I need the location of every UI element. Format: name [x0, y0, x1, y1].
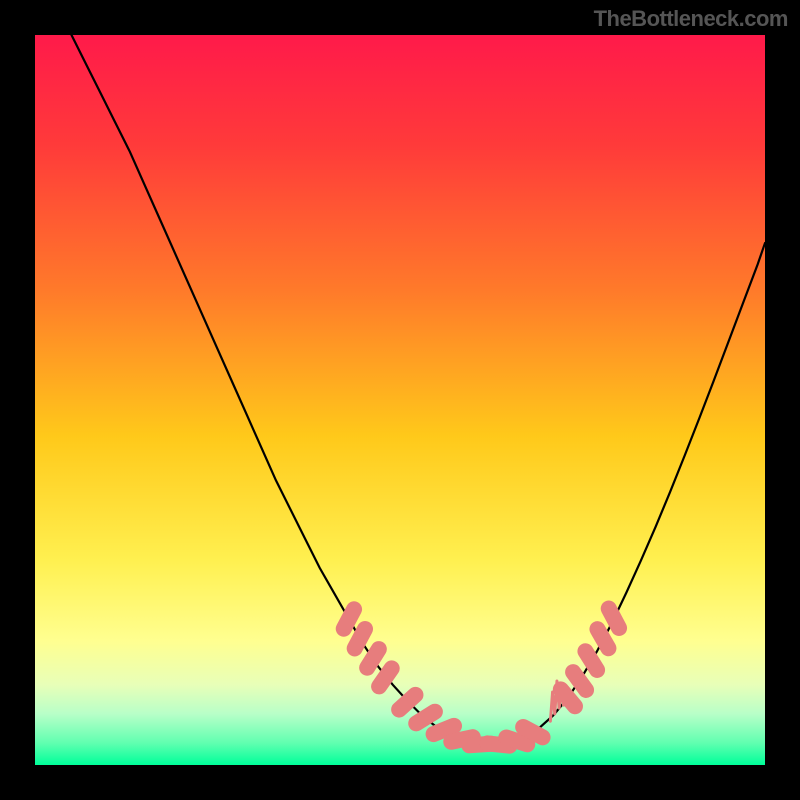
- marker-capsule: [379, 668, 392, 686]
- marker-capsule: [561, 689, 575, 706]
- marker-capsule: [434, 726, 454, 734]
- chart-svg: [35, 35, 765, 765]
- chart-container: TheBottleneck.com: [0, 0, 800, 800]
- marker-capsule: [585, 651, 597, 670]
- marker-capsule: [597, 629, 608, 648]
- watermark-text: TheBottleneck.com: [594, 6, 788, 32]
- marker-capsule: [506, 738, 527, 745]
- marker-capsule: [344, 609, 354, 628]
- marker-capsule: [609, 609, 619, 628]
- marker-capsule: [355, 629, 365, 648]
- marker-capsule: [399, 695, 415, 710]
- marker-capsule: [416, 712, 435, 724]
- plot-area: [35, 35, 765, 765]
- marker-capsule: [523, 727, 542, 737]
- marker-capsule: [573, 672, 586, 690]
- gradient-background: [35, 35, 765, 765]
- marker-capsule: [367, 649, 379, 668]
